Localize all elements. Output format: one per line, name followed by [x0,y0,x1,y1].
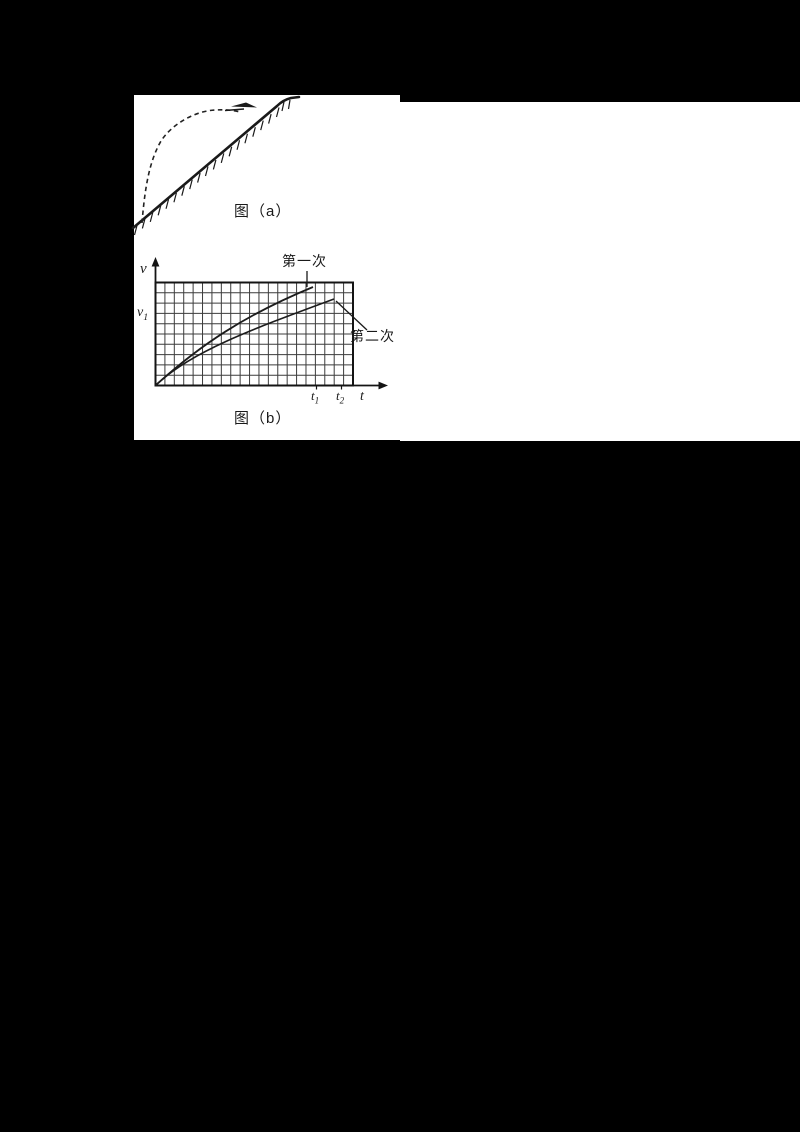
leader-line-second [335,300,368,331]
figure-b-drawing [151,257,388,390]
y-tick-label-v1: v1 [137,305,149,323]
dart-arrow-icon [224,102,257,112]
x-axis-arrowhead [378,381,388,390]
figure-a-caption: 图（a） [234,203,292,220]
curve-label-first: 第一次 [282,253,327,269]
trajectory-dashed-path [141,109,241,224]
graph-grid [155,282,353,386]
incline-hatching [133,107,280,236]
incline-surface [131,95,301,230]
x-tick-label-t1: t1 [311,388,320,406]
y-axis-label: v [140,261,147,277]
curve-second [154,298,335,387]
figure-b-caption: 图（b） [234,410,292,427]
figure-a-drawing [131,95,301,236]
curve-label-second: 第二次 [350,328,395,344]
document-panel-left [134,95,400,440]
x-tick-label-t2: t2 [336,388,345,406]
document-panel-right [400,102,800,441]
incline-hatch-hook-2 [287,99,291,110]
curve-first [154,286,314,387]
incline-hatch-hook-1 [281,101,285,112]
x-axis-label: t [360,389,364,404]
y-axis-arrowhead [151,257,160,267]
